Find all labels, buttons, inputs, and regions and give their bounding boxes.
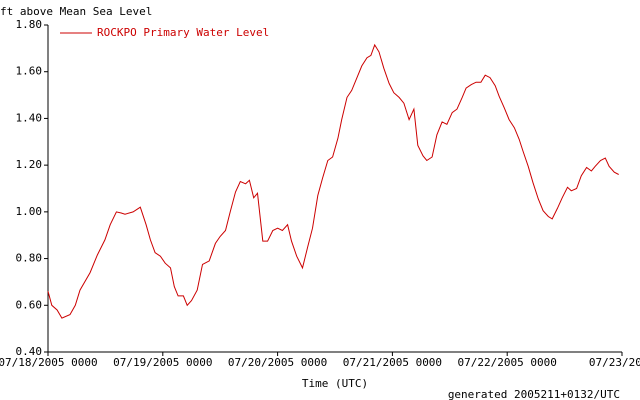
y-tick-label: 0.40 bbox=[16, 345, 43, 358]
x-axis-label: Time (UTC) bbox=[302, 377, 368, 390]
x-tick-label: 07/20/2005 0000 bbox=[228, 356, 327, 369]
x-tick-label: 07/23/2005 bbox=[589, 356, 640, 369]
y-tick-label: 1.40 bbox=[16, 111, 43, 124]
y-tick-label: 1.60 bbox=[16, 65, 43, 78]
y-tick-label: 1.80 bbox=[16, 18, 43, 31]
footer: generated 2005211+0132/UTC bbox=[448, 388, 620, 400]
x-tick-label: 07/21/2005 0000 bbox=[343, 356, 442, 369]
data-line bbox=[47, 43, 619, 319]
x-tick-label: 07/22/2005 0000 bbox=[458, 356, 557, 369]
chart-title: ft above Mean Sea Level bbox=[0, 5, 152, 18]
y-tick-label: 0.80 bbox=[16, 252, 43, 265]
y-tick-label: 1.20 bbox=[16, 158, 43, 171]
y-tick-label: 0.60 bbox=[16, 298, 43, 311]
x-tick-label: 07/18/2005 0000 bbox=[0, 356, 98, 369]
x-tick-label: 07/19/2005 0000 bbox=[113, 356, 212, 369]
legend-label: ROCKPO Primary Water Level bbox=[97, 26, 269, 39]
y-tick-label: 1.00 bbox=[16, 205, 43, 218]
